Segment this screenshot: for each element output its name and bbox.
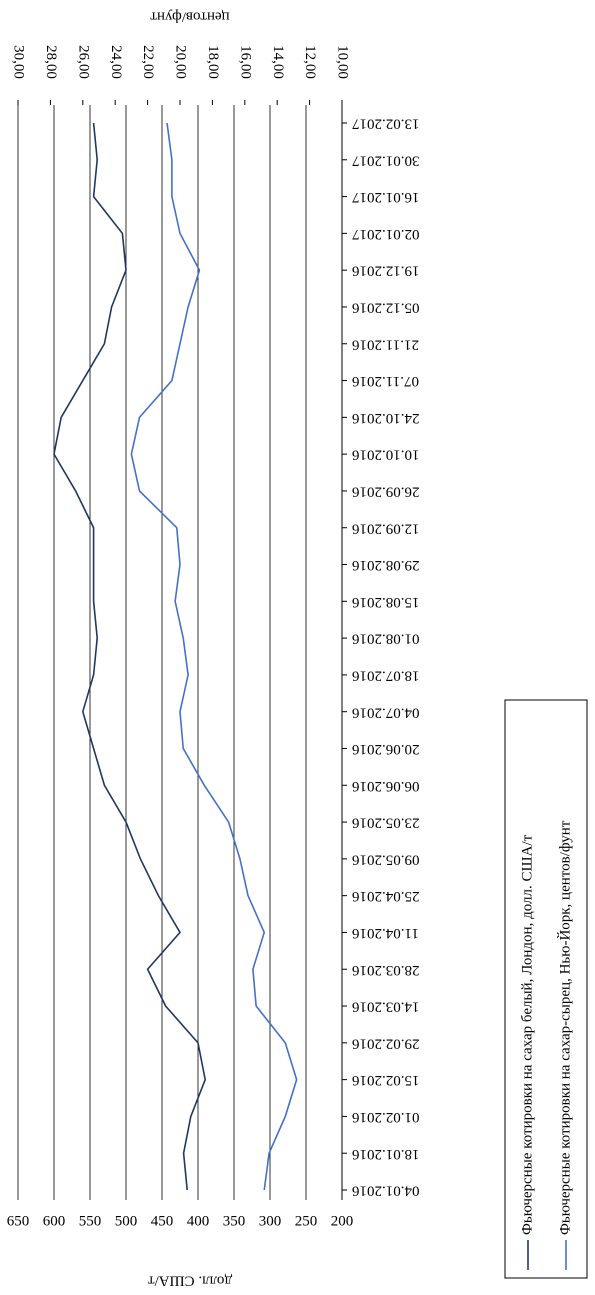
y-tick-label: 450 [151,1213,174,1229]
y2-tick-label: 24,00 [108,45,124,79]
y2-tick-label: 14,00 [270,45,286,79]
y-tick-label: 300 [259,1213,282,1229]
x-tick-label: 02.01.2017 [352,226,420,242]
y2-tick-label: 18,00 [205,45,221,79]
x-tick-label: 04.07.2016 [352,704,420,720]
y2-tick-label: 30,00 [11,45,27,79]
x-tick-label: 18.07.2016 [352,667,420,683]
series-line [130,122,298,1191]
x-tick-label: 14.03.2016 [352,999,420,1015]
x-tick-label: 28.03.2016 [352,962,420,978]
x-tick-label: 01.08.2016 [352,631,420,647]
y2-tick-label: 22,00 [140,45,156,79]
x-tick-label: 25.04.2016 [352,888,420,904]
x-tick-label: 15.08.2016 [352,594,420,610]
x-tick-label: 24.10.2016 [352,410,420,426]
legend-label: Фьючерсные котировки на сахар-сырец, Нью… [556,820,573,1235]
series-line [53,122,207,1191]
x-tick-label: 11.04.2016 [352,925,419,941]
y2-tick-label: 20,00 [173,45,189,79]
y2-tick-label: 26,00 [75,45,91,79]
y-tick-label: 500 [115,1213,138,1229]
legend-label: Фьючерсные котировки на сахар белый, Лон… [519,834,535,1235]
x-tick-label: 12.09.2016 [352,520,420,536]
y2-axis-title: центов/фунт [150,9,230,25]
x-tick-label: 19.12.2016 [352,263,420,279]
y2-tick-label: 28,00 [43,45,59,79]
x-tick-label: 06.06.2016 [352,778,420,794]
legend-box [504,699,588,1279]
x-tick-label: 29.08.2016 [352,557,420,573]
x-tick-label: 20.06.2016 [352,741,420,757]
x-tick-label: 16.01.2017 [352,189,420,205]
x-tick-label: 23.05.2016 [352,815,420,831]
x-tick-label: 05.12.2016 [352,300,420,316]
x-tick-label: 26.09.2016 [352,483,420,499]
y2-tick-label: 10,00 [335,45,351,79]
x-tick-label: 09.05.2016 [352,851,420,867]
x-tick-label: 07.11.2016 [352,373,419,389]
y-tick-label: 250 [295,1213,318,1229]
y-tick-label: 200 [331,1213,354,1229]
y-axis-title: долл. США/т [148,1273,233,1289]
x-tick-label: 04.01.2016 [352,1183,420,1199]
y2-tick-label: 12,00 [302,45,318,79]
x-tick-label: 15.02.2016 [352,1072,420,1088]
y-tick-label: 400 [187,1213,210,1229]
x-tick-label: 21.11.2016 [352,336,419,352]
x-tick-label: 18.01.2016 [352,1146,420,1162]
x-tick-label: 01.02.2016 [352,1109,420,1125]
x-tick-label: 10.10.2016 [352,447,420,463]
x-tick-label: 29.02.2016 [352,1035,420,1051]
x-tick-label: 13.02.2017 [352,116,420,132]
y-tick-label: 600 [43,1213,66,1229]
y-tick-label: 350 [223,1213,246,1229]
y2-tick-label: 16,00 [237,45,253,79]
x-tick-label: 30.01.2017 [352,152,420,168]
y-tick-label: 550 [79,1213,102,1229]
y-tick-label: 650 [7,1213,30,1229]
